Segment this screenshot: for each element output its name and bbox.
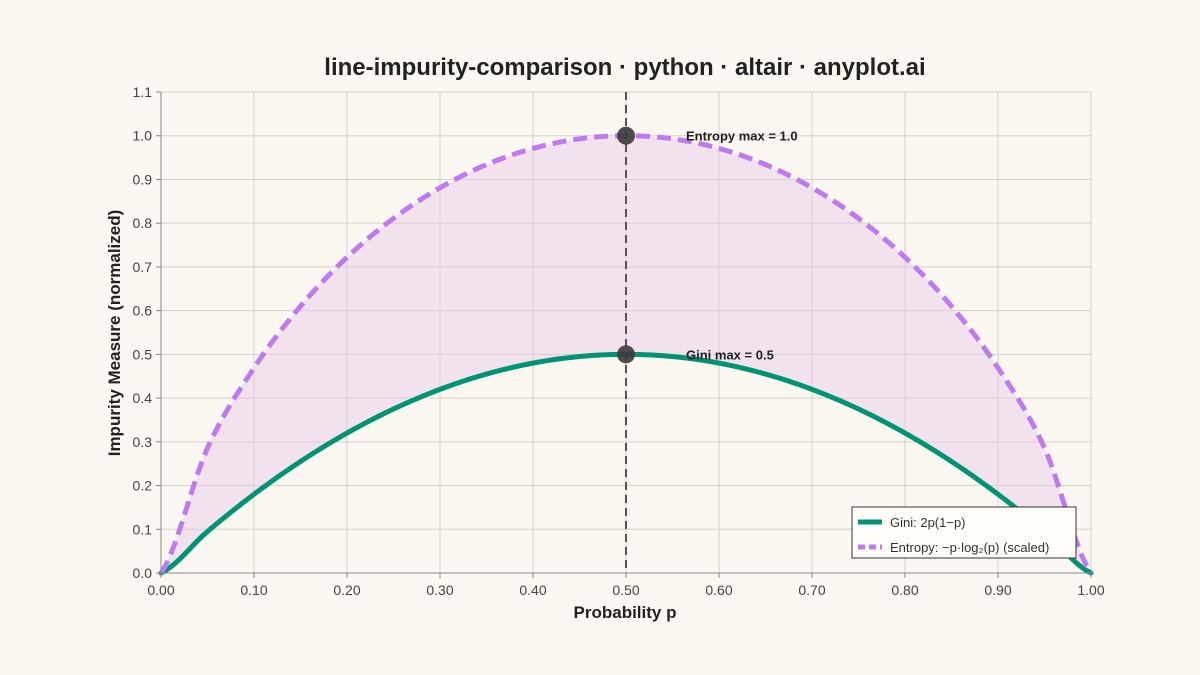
- y-tick-label: 0.0: [133, 565, 153, 581]
- legend: Gini: 2p(1−p) Entropy: −p·log₂(p) (scaled…: [851, 506, 1077, 559]
- x-tick-label: 0.20: [333, 582, 360, 598]
- y-tick-label: 0.2: [133, 478, 153, 494]
- x-tick-label: 0.50: [612, 582, 639, 598]
- x-tick-label: 0.40: [519, 582, 546, 598]
- y-tick-label: 0.5: [133, 346, 153, 362]
- x-tick-label: 0.80: [891, 582, 918, 598]
- y-tick-label: 1.0: [133, 128, 153, 144]
- legend-label-entropy: Entropy: −p·log₂(p) (scaled): [890, 540, 1049, 555]
- max-point-marker: [617, 126, 635, 145]
- axes: 0.00 0.10 0.20 0.30 0.40 0.50 0.60 0.70 0.80 0.90…: [133, 84, 1105, 598]
- legend-label-gini: Gini: 2p(1−p): [890, 515, 966, 530]
- x-tick-label: 0.60: [705, 582, 732, 598]
- x-tick-label: 0.70: [798, 582, 825, 598]
- area-between-curves: [161, 135, 1091, 574]
- y-tick-label: 0.4: [133, 390, 153, 406]
- x-tick-label: 1.00: [1077, 582, 1104, 598]
- y-tick-label: 0.7: [133, 259, 153, 275]
- area-fill-layer: [161, 135, 1091, 574]
- y-tick-label: 1.1: [133, 84, 153, 100]
- y-tick-label: 0.1: [133, 521, 153, 537]
- y-tick-label: 0.9: [133, 171, 153, 187]
- x-tick-label: 0.90: [984, 582, 1011, 598]
- y-tick-label: 0.3: [133, 434, 153, 450]
- y-tick-label: 0.8: [133, 215, 153, 231]
- max-annotation-label: Gini max = 0.5: [686, 347, 774, 362]
- chart-title: line-impurity-comparison · python · alta…: [324, 54, 925, 81]
- max-annotation-label: Entropy max = 1.0: [686, 129, 798, 144]
- marker-layer: Entropy max = 1.0 Gini max = 0.5: [617, 126, 798, 364]
- y-axis-title: Impurity Measure (normalized): [105, 210, 124, 457]
- y-tick-label: 0.6: [133, 303, 153, 319]
- x-tick-label: 0.10: [240, 582, 267, 598]
- max-point-marker: [617, 345, 635, 364]
- x-axis-title: Probability p: [574, 603, 677, 622]
- x-tick-label: 0.00: [147, 582, 174, 598]
- x-tick-label: 0.30: [426, 582, 453, 598]
- legend-box: [851, 506, 1077, 559]
